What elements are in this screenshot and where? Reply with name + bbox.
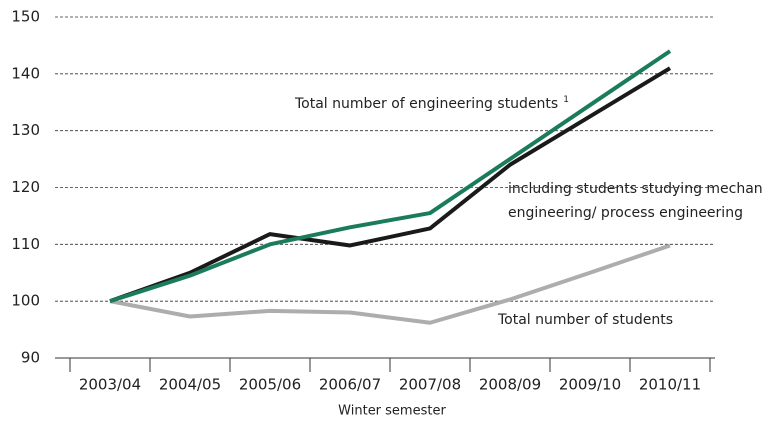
x-tick-label: 2005/06 [239,376,301,394]
series-label: Total number of students [497,312,673,328]
y-tick-label: 90 [21,349,40,367]
x-tick-label: 2004/05 [159,376,221,394]
series-line [109,49,672,304]
y-tick-label: 120 [11,178,40,196]
y-tick-label: 130 [11,121,40,139]
x-tick-label: 2007/08 [399,376,461,394]
series-label: including students studying mechan [508,181,763,197]
x-tick-label: 2009/10 [559,376,621,394]
series-line [109,66,672,304]
series-label-text: Total number of engineering students [294,96,558,112]
series-label: engineering/ process engineering [508,205,743,221]
y-tick-label: 140 [11,64,40,82]
x-tick-label: 2010/11 [639,376,701,394]
series-label: Total number of engineering students 1 [294,95,569,113]
x-axis-label: Winter semester [338,404,446,419]
x-tick-label: 2003/04 [79,376,141,394]
y-tick-label: 100 [11,292,40,310]
y-tick-label: 150 [11,8,40,26]
y-tick-label: 110 [11,235,40,253]
x-tick-label: 2008/09 [479,376,541,394]
x-tick-label: 2006/07 [319,376,381,394]
series-line [109,243,671,325]
footnote-mark: 1 [563,95,569,105]
